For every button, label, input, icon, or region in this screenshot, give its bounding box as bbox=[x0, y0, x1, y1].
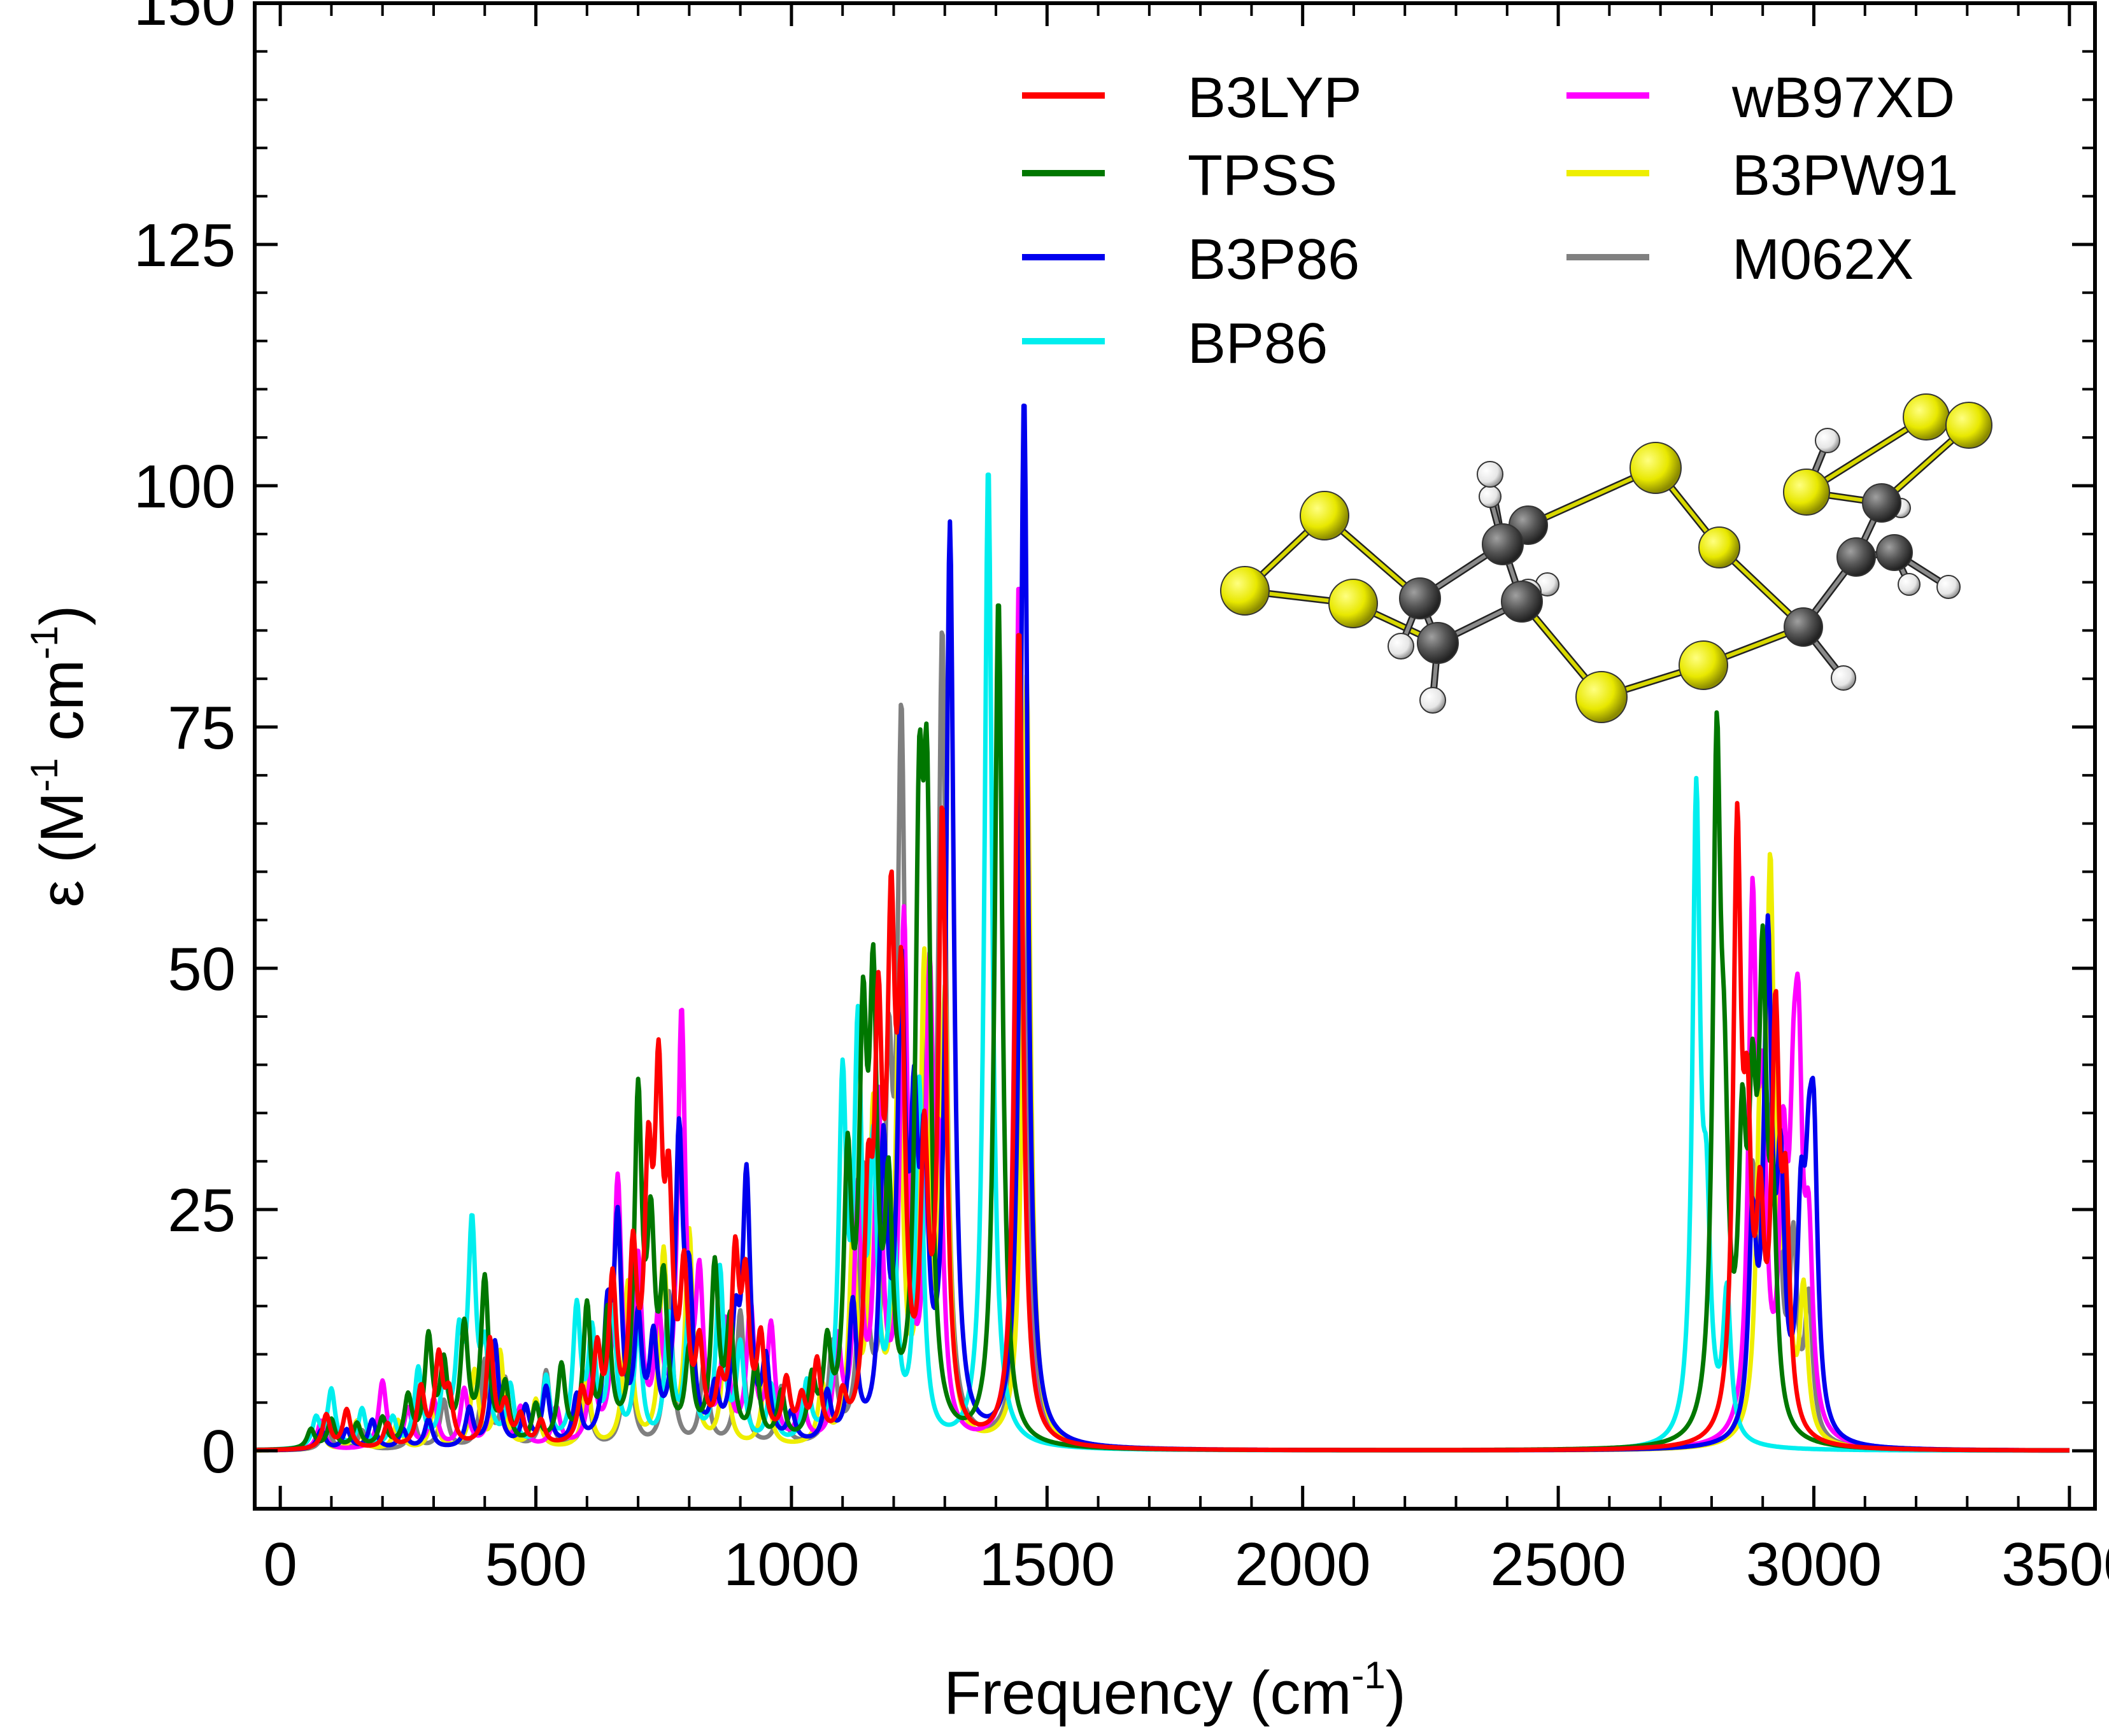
y-tick-label: 125 bbox=[134, 211, 236, 279]
molecule-atom-h bbox=[1419, 687, 1446, 714]
x-tick-label: 1500 bbox=[979, 1530, 1116, 1598]
molecule-atom-c bbox=[1836, 537, 1876, 577]
y-tick-label: 25 bbox=[167, 1176, 236, 1245]
legend-label-b3lyp: B3LYP bbox=[1188, 66, 1362, 130]
molecule-atom-s bbox=[1679, 640, 1728, 690]
molecule-atom-c bbox=[1399, 577, 1441, 619]
legend-label-b3p86: B3P86 bbox=[1188, 228, 1360, 292]
x-axis-title: Frequency (cm-1) bbox=[944, 1654, 1406, 1727]
molecule-atom-h bbox=[1815, 428, 1840, 453]
molecule-atom-s bbox=[1903, 393, 1950, 441]
molecule-atom-s bbox=[1300, 491, 1349, 540]
molecule-atom-s bbox=[1220, 566, 1270, 616]
series-line-b3p86 bbox=[255, 403, 2071, 1453]
x-tick-label: 2000 bbox=[1235, 1530, 1371, 1598]
legend-label-tpss: TPSS bbox=[1188, 144, 1337, 208]
molecule-atom-h bbox=[1831, 665, 1856, 691]
molecule-atom-s bbox=[1630, 442, 1682, 494]
molecule-structure bbox=[1220, 393, 1992, 723]
molecule-atom-s bbox=[1783, 469, 1830, 516]
y-tick-label: 75 bbox=[167, 694, 236, 762]
legend-label-bp86: BP86 bbox=[1188, 312, 1328, 376]
molecule-atom-s bbox=[1945, 402, 1992, 449]
molecule-atom-c bbox=[1417, 622, 1459, 664]
molecule-atom-c bbox=[1501, 581, 1543, 623]
legend-label-b3pw91: B3PW91 bbox=[1732, 144, 1958, 208]
legend-label-m062x: M062X bbox=[1732, 228, 1914, 292]
molecule-atom-s bbox=[1698, 526, 1740, 568]
y-tick-label: 150 bbox=[134, 0, 236, 38]
series-line-m062x bbox=[255, 630, 2071, 1453]
x-tick-label: 3000 bbox=[1746, 1530, 1882, 1598]
legend-label-wb97xd: wB97XD bbox=[1731, 66, 1955, 130]
molecule-atom-c bbox=[1482, 523, 1524, 565]
molecule-atom-h bbox=[1898, 573, 1921, 596]
series-line-b3lyp bbox=[255, 633, 2071, 1453]
molecule-atom-h bbox=[1479, 485, 1502, 508]
y-tick-label: 50 bbox=[167, 935, 236, 1003]
series-line-b3pw91 bbox=[255, 673, 2071, 1453]
molecule-atom-c bbox=[1784, 607, 1823, 647]
y-tick-label: 0 bbox=[202, 1418, 236, 1486]
x-tick-label: 2500 bbox=[1490, 1530, 1626, 1598]
legend: B3LYP TPSS B3P86 BP86 wB97XD B3PW91 M062X bbox=[1022, 66, 1958, 376]
axis-ticks bbox=[255, 1, 2095, 1509]
series-layer bbox=[255, 403, 2071, 1453]
x-tick-label: 1000 bbox=[723, 1530, 860, 1598]
y-axis-title: ε (M-1 cm-1) bbox=[23, 605, 96, 908]
molecule-atom-h bbox=[1936, 575, 1961, 599]
molecule-atom-h bbox=[1388, 633, 1414, 660]
y-tick-label: 100 bbox=[134, 453, 236, 521]
plot-frame bbox=[253, 1, 2097, 1511]
molecule-atom-c bbox=[1862, 483, 1901, 523]
molecule-atom-s bbox=[1328, 579, 1378, 628]
molecule-atom-h bbox=[1477, 461, 1503, 488]
molecule-atom-s bbox=[1575, 671, 1628, 723]
x-tick-label: 0 bbox=[263, 1530, 297, 1598]
molecule-atom-c bbox=[1876, 534, 1913, 571]
x-tick-label: 500 bbox=[485, 1530, 586, 1598]
